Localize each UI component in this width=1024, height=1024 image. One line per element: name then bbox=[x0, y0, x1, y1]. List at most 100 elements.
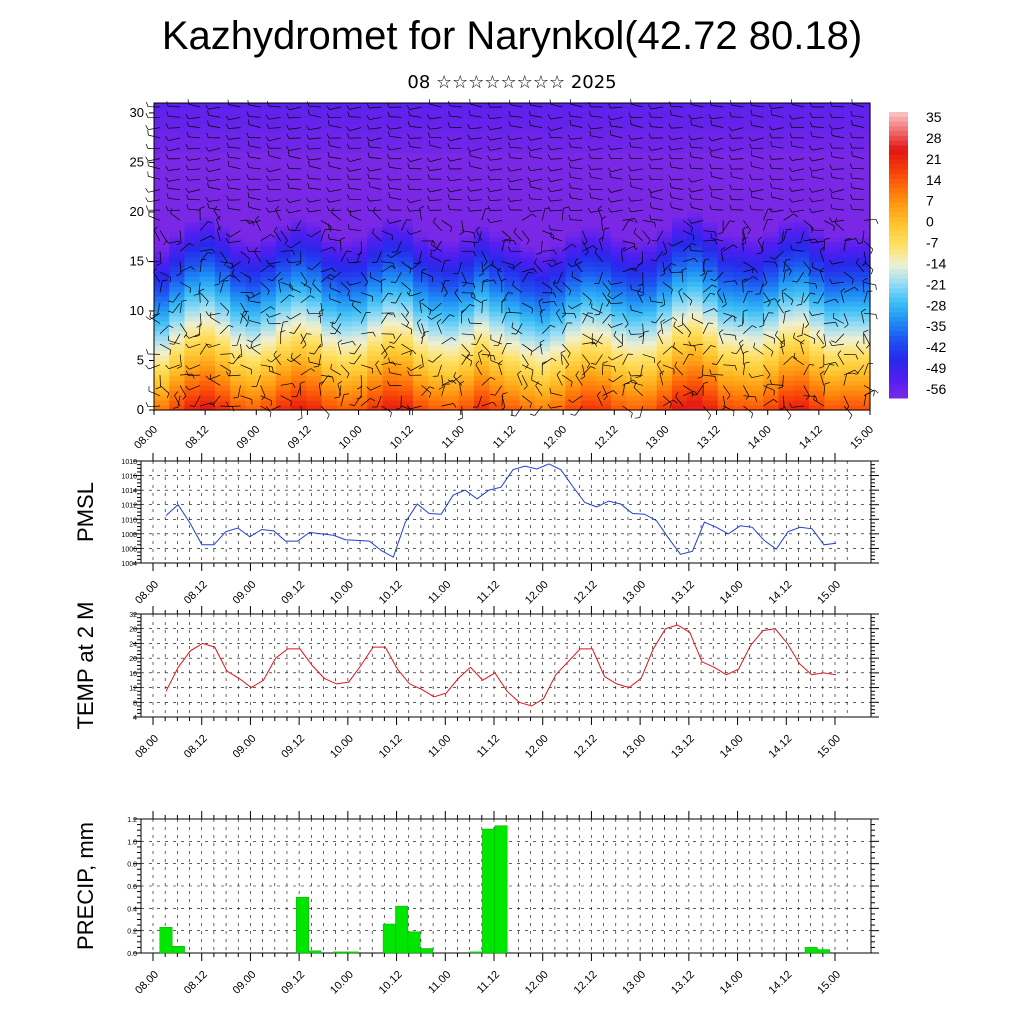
temperature-cell bbox=[382, 251, 399, 258]
temperature-cell bbox=[260, 167, 277, 173]
temperature-cell bbox=[443, 306, 460, 312]
temperature-cell bbox=[839, 310, 856, 317]
temperature-cell bbox=[412, 310, 429, 317]
wind-barb-staff bbox=[273, 354, 281, 366]
temperature-cell bbox=[763, 221, 780, 228]
wind-barb-feather bbox=[689, 300, 693, 306]
temperature-cell bbox=[504, 256, 521, 263]
wind-barb-staff bbox=[570, 158, 583, 162]
temperature-cell bbox=[550, 137, 566, 144]
wind-barb-feather bbox=[457, 417, 463, 421]
temperature-cell bbox=[397, 211, 414, 218]
temperature-cell bbox=[626, 320, 643, 327]
wind-barb-feather bbox=[759, 324, 765, 328]
wind-barb-staff bbox=[188, 364, 201, 370]
wind-barb-feather bbox=[469, 150, 471, 156]
temperature-cell bbox=[656, 192, 673, 198]
wind-barb-feather bbox=[176, 273, 182, 277]
temperature-cell bbox=[169, 261, 186, 267]
temperature-cell bbox=[580, 340, 597, 347]
temperature-cell bbox=[428, 187, 445, 193]
wind-barb-staff bbox=[409, 106, 422, 110]
temperature-cell bbox=[169, 306, 186, 312]
temperature-cell bbox=[367, 112, 384, 119]
temperature-cell bbox=[778, 296, 795, 302]
temperature-cell bbox=[199, 306, 216, 312]
temperature-cell bbox=[230, 103, 246, 109]
wind-barb-feather bbox=[743, 350, 749, 354]
temperature-cell bbox=[809, 350, 825, 357]
temperature-cell bbox=[519, 375, 536, 381]
temperature-cell bbox=[839, 132, 856, 139]
temperature-cell bbox=[824, 400, 841, 406]
wind-barb-staff bbox=[542, 300, 555, 304]
temperature-cell bbox=[169, 276, 186, 282]
temperature-cell bbox=[595, 157, 612, 164]
wind-barb-staff bbox=[800, 230, 805, 243]
temperature-cell bbox=[702, 276, 719, 282]
wind-barb-staff bbox=[461, 343, 470, 354]
wind-barb-feather bbox=[469, 304, 475, 307]
wind-barb-feather bbox=[231, 263, 234, 269]
temperature-cell bbox=[854, 211, 871, 218]
temperature-cell bbox=[199, 152, 216, 159]
temperature-cell bbox=[199, 236, 216, 243]
temperature-cell bbox=[275, 177, 292, 183]
temperature-cell bbox=[534, 187, 551, 193]
temperature-cell bbox=[732, 350, 749, 357]
wind-barb-staff bbox=[429, 158, 442, 162]
wind-barb-feather bbox=[286, 105, 290, 111]
temperature-cell bbox=[519, 167, 536, 173]
wind-barb-feather bbox=[754, 396, 757, 402]
wind-barb-staff bbox=[510, 137, 523, 141]
wind-barb-staff bbox=[249, 343, 261, 349]
temperature-cell bbox=[626, 340, 643, 347]
temperature-cell bbox=[473, 325, 490, 332]
wind-barb-feather bbox=[266, 197, 270, 202]
wind-barb-staff bbox=[513, 231, 523, 242]
wind-barb-feather bbox=[651, 240, 658, 242]
wind-barb-staff bbox=[642, 220, 655, 223]
wind-barb-feather bbox=[309, 288, 312, 294]
temperature-cell bbox=[641, 375, 658, 381]
temperature-cell bbox=[214, 236, 231, 243]
wind-barb-feather bbox=[805, 323, 809, 328]
wind-barb-feather bbox=[815, 283, 818, 289]
temperature-cell bbox=[214, 202, 231, 208]
temperature-cell bbox=[839, 147, 856, 154]
temperature-cell bbox=[534, 380, 551, 386]
temperature-cell bbox=[809, 127, 825, 134]
wind-barb-staff bbox=[469, 178, 482, 181]
temperature-cell bbox=[336, 266, 353, 272]
temperature-cell bbox=[291, 375, 307, 381]
wind-barb-staff bbox=[753, 347, 764, 355]
wind-barb-feather bbox=[573, 313, 577, 319]
wind-barb-feather bbox=[162, 279, 168, 282]
temperature-cell bbox=[443, 107, 460, 114]
temperature-cell bbox=[260, 310, 277, 317]
temperature-cell bbox=[656, 206, 673, 213]
temperature-cell bbox=[717, 266, 734, 272]
wind-barb-feather bbox=[553, 292, 557, 298]
temperature-cell bbox=[397, 385, 414, 391]
wind-barb-staff bbox=[288, 127, 301, 130]
temperature-cell bbox=[458, 192, 475, 198]
temperature-cell bbox=[550, 152, 566, 159]
wind-barb-staff bbox=[228, 208, 241, 211]
temperature-cell bbox=[595, 286, 612, 292]
temperature-cell bbox=[428, 330, 445, 337]
temperature-cell bbox=[519, 172, 536, 178]
wind-barb-feather bbox=[214, 283, 220, 286]
temperature-cell bbox=[428, 355, 445, 362]
temperature-cell bbox=[428, 172, 445, 178]
wind-barb-feather bbox=[608, 378, 613, 383]
wind-barb-staff bbox=[331, 212, 342, 221]
temperature-cell bbox=[169, 192, 186, 198]
temperature-cell bbox=[854, 345, 871, 352]
wind-barb-feather bbox=[145, 197, 149, 202]
temperature-cell bbox=[306, 395, 323, 401]
temperature-cell bbox=[778, 103, 795, 109]
wind-barb-feather bbox=[268, 150, 270, 156]
temperature-cell bbox=[687, 172, 704, 178]
temperature-cell bbox=[748, 137, 764, 144]
